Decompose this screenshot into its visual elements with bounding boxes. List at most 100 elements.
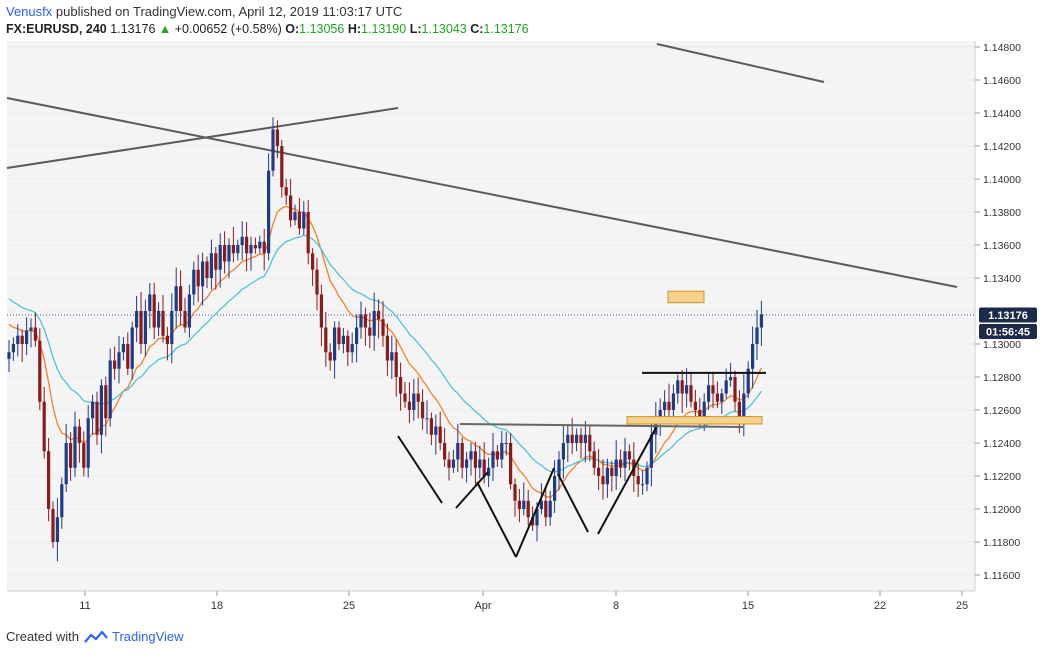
- candle[interactable]: [280, 140, 284, 198]
- candle[interactable]: [319, 284, 323, 347]
- candle[interactable]: [359, 301, 363, 339]
- candle[interactable]: [368, 312, 372, 349]
- candle[interactable]: [249, 236, 253, 271]
- candle[interactable]: [73, 411, 77, 477]
- candle[interactable]: [82, 431, 86, 477]
- candle[interactable]: [231, 226, 235, 263]
- candle[interactable]: [680, 370, 684, 413]
- candle[interactable]: [51, 501, 55, 548]
- candle[interactable]: [174, 267, 178, 329]
- candle[interactable]: [95, 391, 99, 445]
- candle[interactable]: [689, 372, 693, 408]
- candle[interactable]: [148, 283, 152, 329]
- candle[interactable]: [421, 389, 425, 430]
- candle[interactable]: [627, 444, 631, 471]
- candle[interactable]: [121, 337, 125, 361]
- candle[interactable]: [363, 307, 367, 346]
- candle[interactable]: [214, 246, 218, 290]
- candle[interactable]: [751, 326, 755, 389]
- candle[interactable]: [135, 295, 139, 343]
- candle[interactable]: [302, 201, 306, 236]
- candle[interactable]: [86, 405, 90, 478]
- candle[interactable]: [755, 309, 759, 361]
- candle[interactable]: [306, 199, 310, 265]
- candle[interactable]: [245, 221, 249, 272]
- author-name[interactable]: Venusfx: [6, 4, 53, 19]
- candle[interactable]: [201, 252, 205, 306]
- candle[interactable]: [566, 424, 570, 462]
- candle[interactable]: [324, 311, 328, 367]
- candle[interactable]: [337, 321, 341, 350]
- candle[interactable]: [487, 457, 491, 488]
- candle[interactable]: [478, 445, 482, 479]
- candle[interactable]: [597, 449, 601, 491]
- candle[interactable]: [588, 425, 592, 462]
- candle[interactable]: [685, 368, 689, 408]
- candle[interactable]: [117, 336, 121, 384]
- candle[interactable]: [438, 411, 442, 451]
- candle[interactable]: [403, 382, 407, 408]
- pattern-stroke[interactable]: [397, 435, 443, 504]
- pattern-stroke[interactable]: [476, 481, 517, 558]
- candle[interactable]: [729, 362, 733, 387]
- candle[interactable]: [223, 231, 227, 274]
- candle[interactable]: [473, 441, 477, 487]
- candle[interactable]: [469, 442, 473, 476]
- candle[interactable]: [663, 390, 667, 417]
- candle[interactable]: [315, 258, 319, 311]
- candle[interactable]: [561, 424, 565, 479]
- candle[interactable]: [676, 374, 680, 404]
- candle[interactable]: [355, 314, 359, 363]
- candle[interactable]: [284, 178, 288, 205]
- candle[interactable]: [333, 321, 337, 379]
- candle[interactable]: [267, 153, 271, 261]
- brand-label[interactable]: TradingView: [111, 629, 184, 644]
- candle[interactable]: [579, 427, 583, 459]
- candle[interactable]: [29, 318, 33, 348]
- candle[interactable]: [341, 328, 345, 354]
- candle[interactable]: [170, 293, 174, 364]
- candle[interactable]: [429, 412, 433, 446]
- candle[interactable]: [707, 371, 711, 410]
- candle[interactable]: [179, 270, 183, 326]
- candle[interactable]: [350, 332, 354, 363]
- candle[interactable]: [720, 388, 724, 414]
- candle[interactable]: [91, 394, 95, 435]
- falling-trendline[interactable]: [6, 97, 958, 288]
- candle[interactable]: [262, 228, 266, 271]
- upper-trendline[interactable]: [656, 43, 825, 83]
- candle[interactable]: [443, 427, 447, 467]
- supply-zone[interactable]: [667, 290, 705, 304]
- candle[interactable]: [619, 449, 623, 478]
- candle[interactable]: [11, 337, 15, 361]
- candle[interactable]: [20, 329, 24, 363]
- trendlines[interactable]: [6, 43, 958, 288]
- candle[interactable]: [161, 295, 165, 343]
- candle[interactable]: [108, 348, 112, 427]
- candle[interactable]: [236, 239, 240, 261]
- candle[interactable]: [759, 300, 763, 347]
- candle[interactable]: [139, 291, 143, 354]
- candle[interactable]: [601, 459, 605, 500]
- candle[interactable]: [130, 321, 134, 380]
- candle[interactable]: [614, 440, 618, 490]
- candle[interactable]: [218, 233, 222, 288]
- candle[interactable]: [38, 328, 42, 411]
- candle[interactable]: [192, 261, 196, 306]
- candle[interactable]: [495, 445, 499, 467]
- candle[interactable]: [451, 449, 455, 474]
- candle[interactable]: [434, 414, 438, 455]
- candle[interactable]: [187, 284, 191, 338]
- candle[interactable]: [377, 299, 381, 339]
- neckline[interactable]: [459, 423, 744, 428]
- pattern-drawings[interactable]: [397, 290, 766, 558]
- candle[interactable]: [385, 323, 389, 376]
- candle[interactable]: [645, 461, 649, 492]
- candle[interactable]: [671, 384, 675, 419]
- candle[interactable]: [575, 428, 579, 452]
- candle[interactable]: [412, 378, 416, 421]
- candle[interactable]: [205, 256, 209, 289]
- candle[interactable]: [667, 383, 671, 421]
- candle[interactable]: [693, 389, 697, 418]
